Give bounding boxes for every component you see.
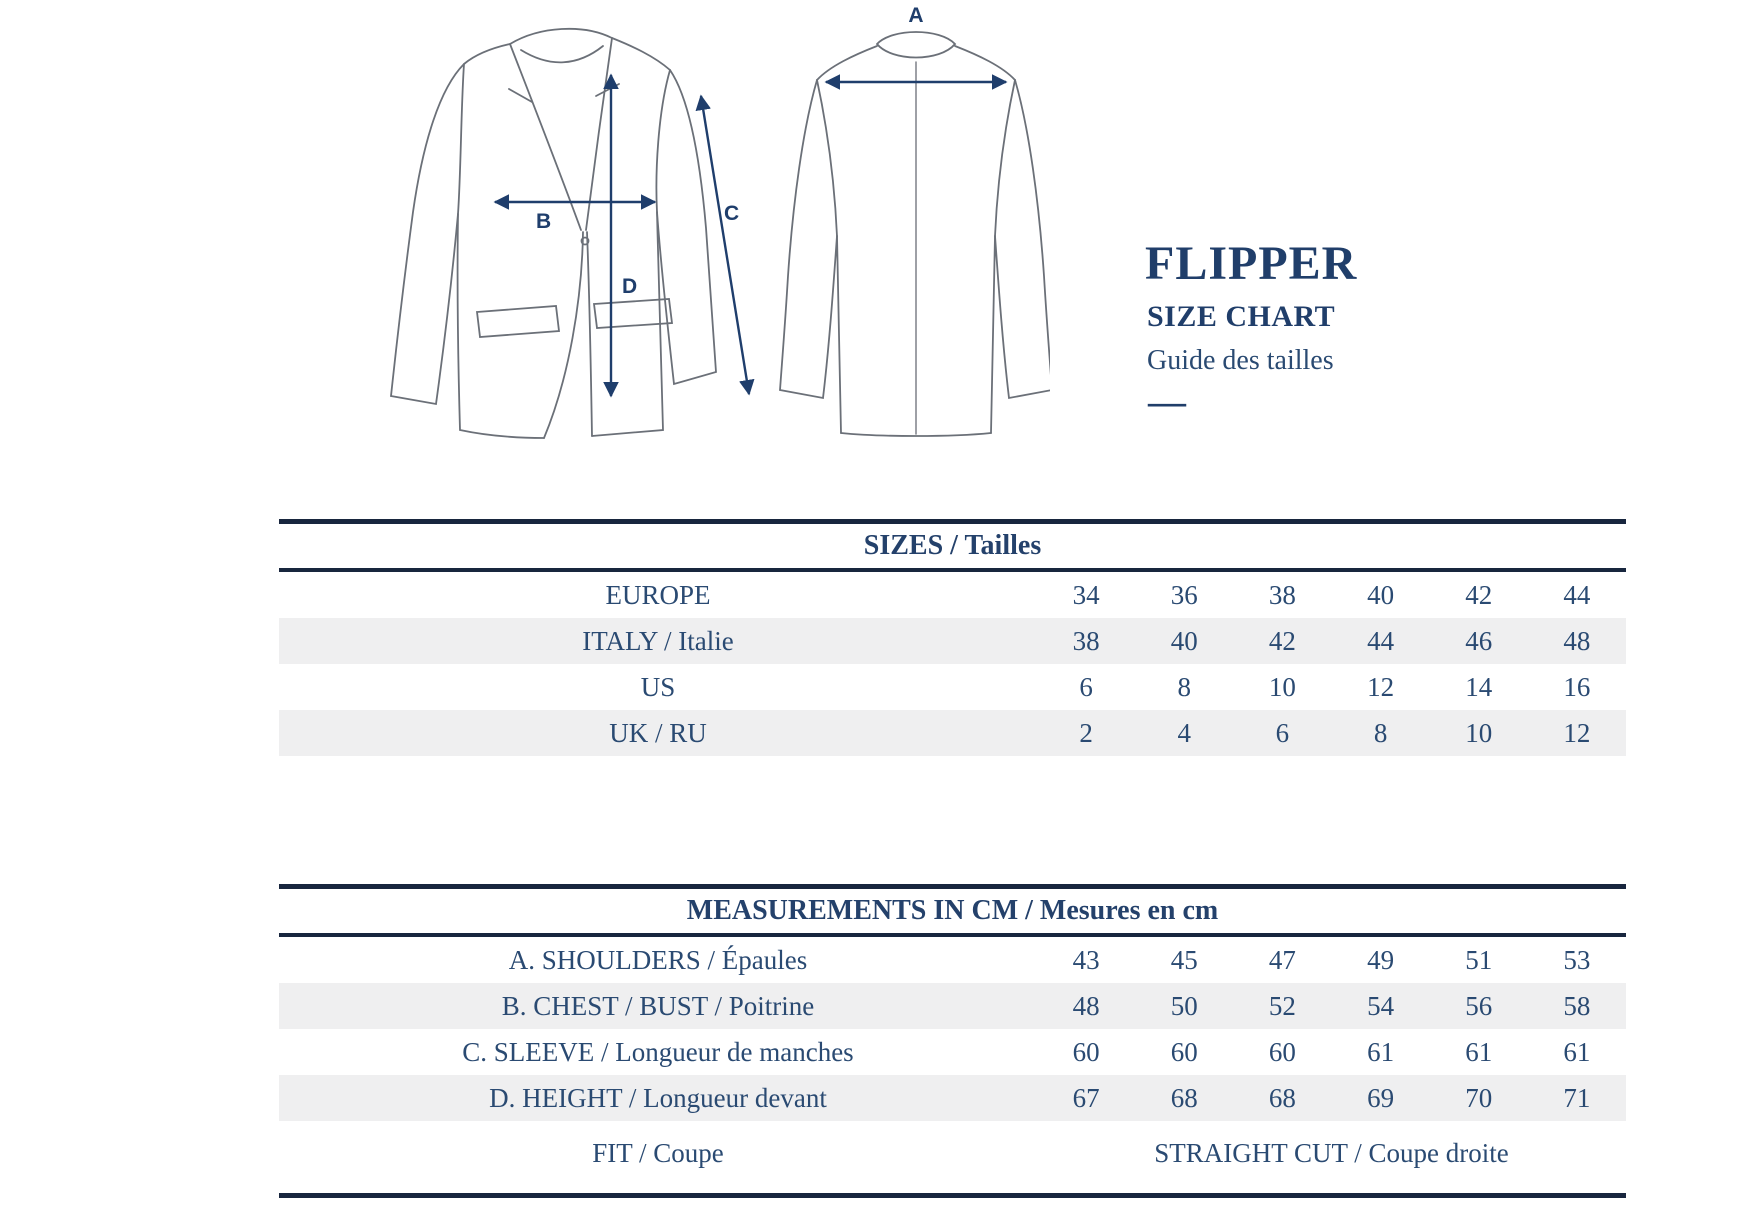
measurements-table: MEASUREMENTS IN CM / Mesures en cm A. SH…	[279, 884, 1626, 1198]
size-value: 12	[1563, 717, 1591, 748]
size-value: 44	[1563, 579, 1591, 610]
row-label: B. CHEST / BUST / Poitrine	[501, 990, 815, 1021]
size-value: 12	[1367, 671, 1395, 702]
sizes-table: SIZES / Tailles EUROPE 34 36 38 40 42 44…	[279, 519, 1626, 756]
sizes-table-header: SIZES / Tailles	[279, 519, 1626, 572]
size-value: 44	[1367, 625, 1395, 656]
size-value: 48	[1563, 625, 1591, 656]
row-label: US	[640, 671, 676, 702]
table-row-chest: B. CHEST / BUST / Poitrine 48 50 52 54 5…	[279, 983, 1626, 1029]
table-row-height: D. HEIGHT / Longueur devant 67 68 68 69 …	[279, 1075, 1626, 1121]
size-value: 46	[1465, 625, 1493, 656]
measure-value: 70	[1465, 1082, 1493, 1113]
size-value: 8	[1373, 717, 1388, 748]
row-label: A. SHOULDERS / Épaules	[508, 944, 808, 975]
back-jacket-sketch	[779, 31, 1050, 437]
measure-value: 68	[1268, 1082, 1296, 1113]
product-title: FLIPPER	[1145, 237, 1358, 290]
size-value: 36	[1170, 579, 1198, 610]
measure-value: 47	[1268, 944, 1296, 975]
size-value: 8	[1177, 671, 1191, 702]
measure-value: 68	[1170, 1082, 1198, 1113]
size-value: 16	[1563, 671, 1591, 702]
label-d: D	[622, 275, 637, 298]
measure-value: 58	[1563, 990, 1591, 1021]
measure-value: 71	[1563, 1082, 1591, 1113]
dash-divider: —	[1148, 381, 1186, 423]
table-row-europe: EUROPE 34 36 38 40 42 44	[279, 572, 1626, 618]
size-value: 42	[1268, 625, 1296, 656]
measurement-arrows	[493, 73, 1008, 398]
measure-value: 60	[1072, 1036, 1100, 1067]
size-value: 40	[1170, 625, 1198, 656]
size-value: 40	[1367, 579, 1395, 610]
measure-value: 61	[1465, 1036, 1493, 1067]
size-value: 14	[1465, 671, 1493, 702]
table-row-fit: FIT / Coupe STRAIGHT CUT / Coupe droite	[279, 1121, 1626, 1185]
measure-value: 45	[1170, 944, 1198, 975]
label-b: B	[536, 210, 551, 233]
size-value: 38	[1072, 625, 1100, 656]
row-label: D. HEIGHT / Longueur devant	[489, 1082, 827, 1113]
measure-value: 61	[1563, 1036, 1591, 1067]
measurements-table-header: MEASUREMENTS IN CM / Mesures en cm	[279, 884, 1626, 937]
table-row-us: US 6 8 10 12 14 16	[279, 664, 1626, 710]
size-value: 6	[1079, 671, 1093, 702]
row-label: EUROPE	[605, 579, 711, 610]
size-value: 6	[1275, 717, 1290, 748]
measure-value: 60	[1170, 1036, 1198, 1067]
table-row-uk: UK / RU 2 4 6 8 10 12	[279, 710, 1626, 756]
measure-value: 53	[1563, 944, 1591, 975]
size-value: 10	[1465, 717, 1493, 748]
measure-value: 48	[1072, 990, 1100, 1021]
row-label: UK / RU	[609, 717, 707, 748]
row-label: FIT / Coupe	[592, 1137, 724, 1168]
size-value: 10	[1268, 671, 1296, 702]
arrow-c-sleeve	[695, 94, 755, 396]
measure-value: 52	[1268, 990, 1296, 1021]
label-c: C	[724, 202, 739, 225]
row-label: C. SLEEVE / Longueur de manches	[462, 1036, 854, 1067]
table-row-italy: ITALY / Italie 38 40 42 44 46 48	[279, 618, 1626, 664]
table-row-shoulders: A. SHOULDERS / Épaules 43 45 47 49 51 53	[279, 937, 1626, 983]
fit-value: STRAIGHT CUT / Coupe droite	[1154, 1137, 1509, 1168]
table-row-sleeve: C. SLEEVE / Longueur de manches 60 60 60…	[279, 1029, 1626, 1075]
measure-value: 50	[1170, 990, 1198, 1021]
measure-value: 49	[1367, 944, 1395, 975]
measure-value: 54	[1367, 990, 1395, 1021]
measure-value: 67	[1072, 1082, 1100, 1113]
size-chart-heading-fr: Guide des tailles	[1147, 345, 1334, 376]
size-value: 2	[1079, 717, 1093, 748]
front-jacket-sketch	[390, 27, 717, 439]
measure-value: 56	[1465, 990, 1493, 1021]
size-value: 38	[1268, 579, 1296, 610]
measure-value: 69	[1367, 1082, 1395, 1113]
size-value: 4	[1177, 717, 1191, 748]
jacket-measurement-diagram: A B C D	[390, 4, 1050, 439]
label-a: A	[908, 4, 923, 27]
measure-value: 60	[1268, 1036, 1296, 1067]
measure-value: 43	[1072, 944, 1100, 975]
size-value: 34	[1072, 579, 1100, 610]
row-label: ITALY / Italie	[582, 625, 734, 656]
size-chart-heading: SIZE CHART	[1147, 300, 1336, 333]
measure-value: 51	[1465, 944, 1493, 975]
measure-value: 61	[1367, 1036, 1395, 1067]
size-value: 42	[1465, 579, 1493, 610]
